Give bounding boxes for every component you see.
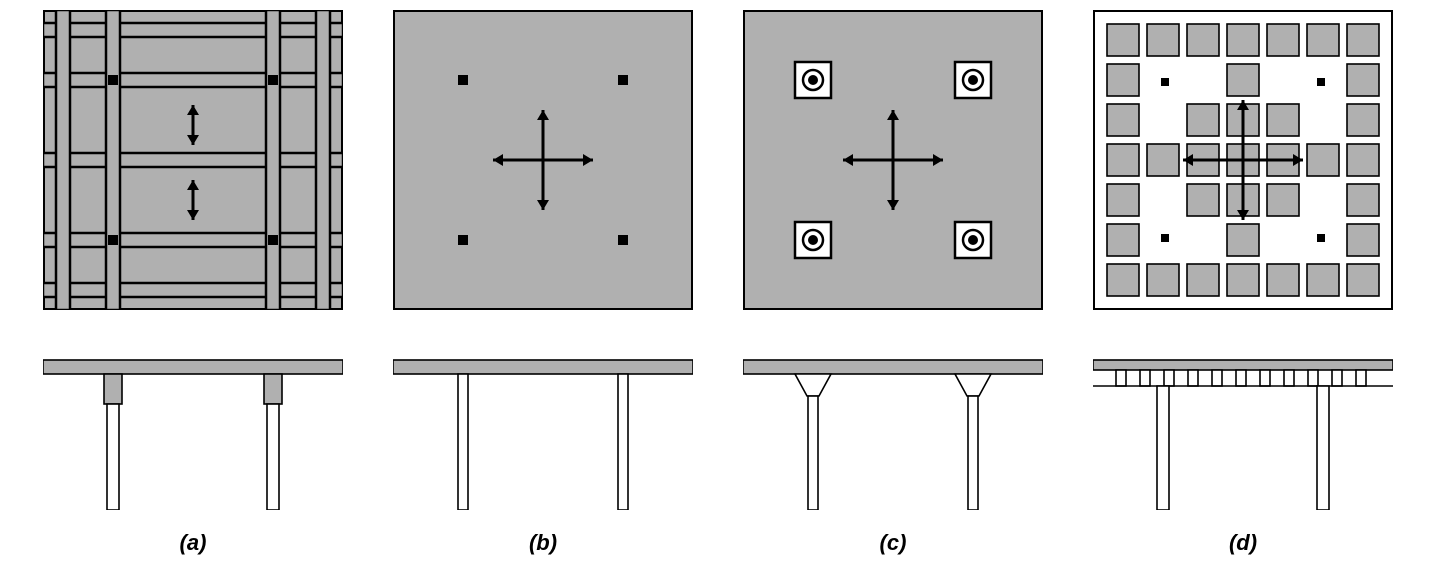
- section-view-d: [1093, 350, 1393, 510]
- section-view-b: [393, 350, 693, 510]
- plan-view-c: [743, 10, 1043, 310]
- panel-c: (c): [743, 10, 1043, 556]
- caption-c: (c): [880, 530, 907, 556]
- section-view-c: [743, 350, 1043, 510]
- caption-d: (d): [1229, 530, 1257, 556]
- panel-d: (d): [1093, 10, 1393, 556]
- plan-view-b: [393, 10, 693, 310]
- plan-view-d: [1093, 10, 1393, 310]
- section-view-a: [43, 350, 343, 510]
- panel-a: (a): [43, 10, 343, 556]
- caption-b: (b): [529, 530, 557, 556]
- plan-view-a: [43, 10, 343, 310]
- panel-b: (b): [393, 10, 693, 556]
- caption-a: (a): [180, 530, 207, 556]
